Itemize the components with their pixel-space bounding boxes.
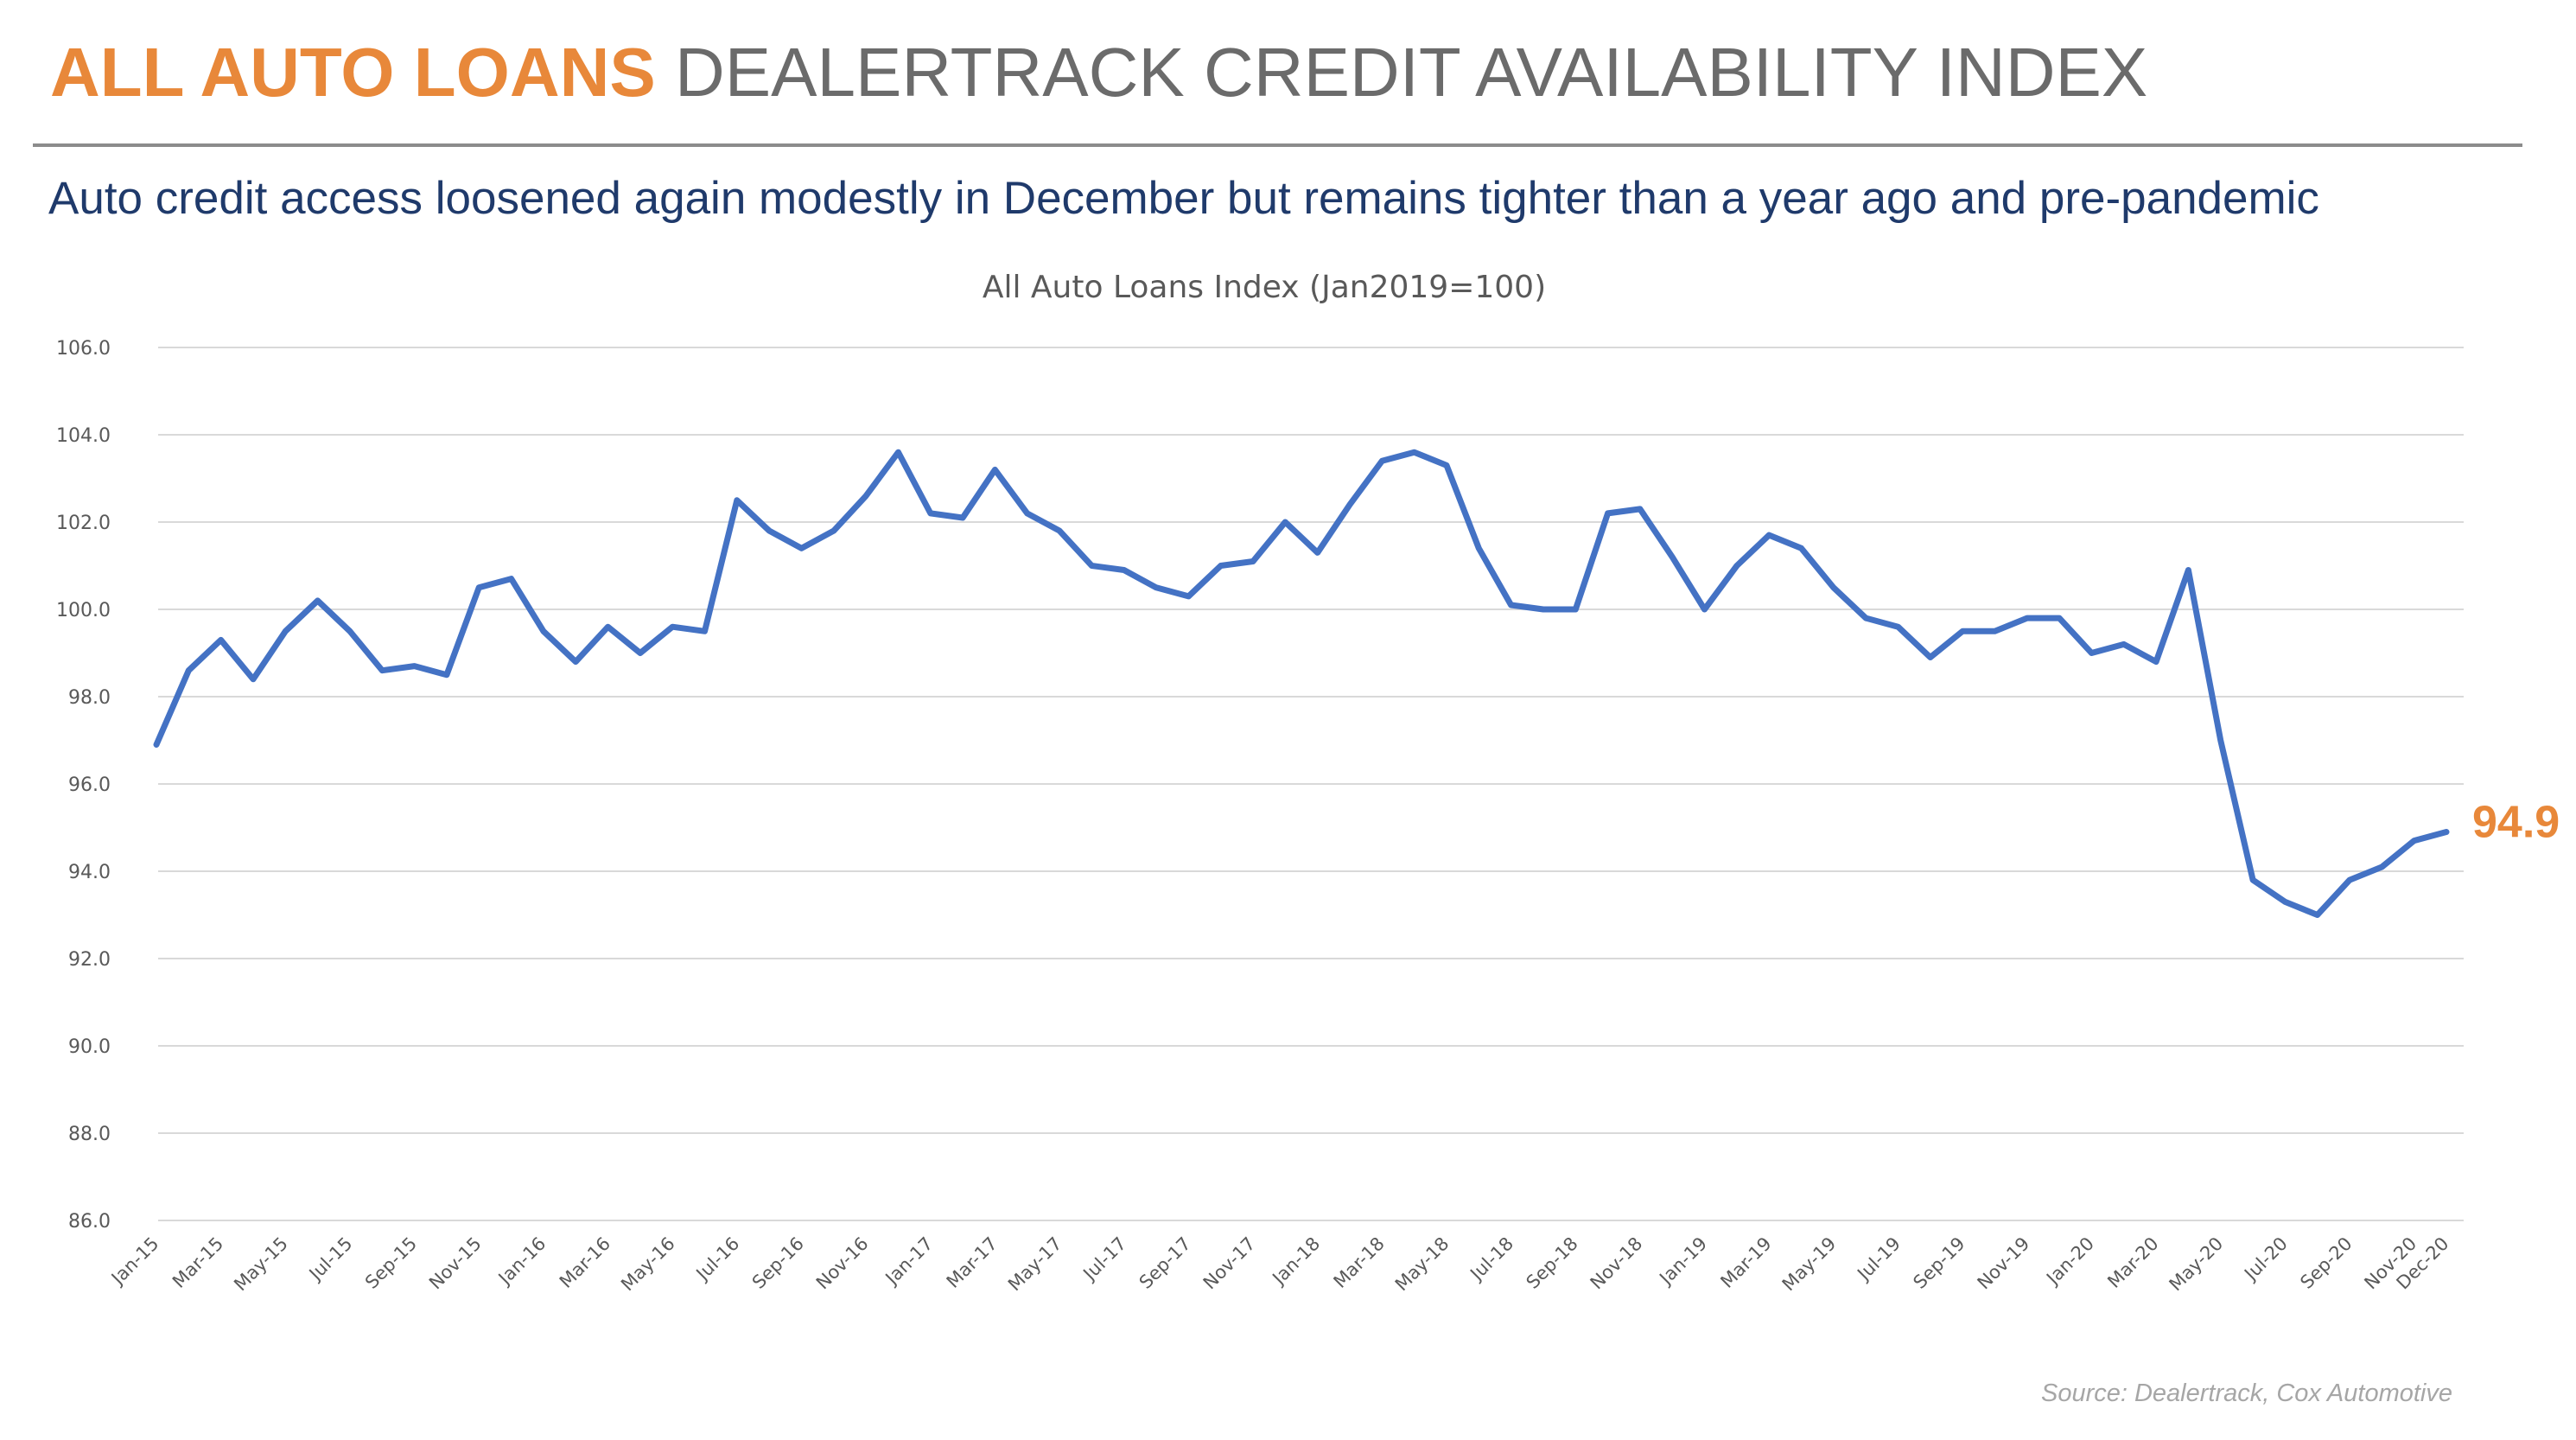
x-tick-label: Nov-15 bbox=[425, 1233, 486, 1294]
x-tick-label: Sep-17 bbox=[1135, 1233, 1195, 1293]
x-tick-label: Jul-15 bbox=[304, 1233, 357, 1286]
x-tick-label: Mar-15 bbox=[169, 1233, 227, 1292]
x-tick-label: May-16 bbox=[617, 1233, 679, 1296]
x-tick-label: Sep-19 bbox=[1909, 1233, 1969, 1293]
x-tick-label: Mar-19 bbox=[1716, 1233, 1775, 1292]
x-tick-label: Jul-18 bbox=[1466, 1233, 1518, 1286]
x-tick-label: Nov-18 bbox=[1587, 1233, 1647, 1294]
x-tick-label: May-20 bbox=[2166, 1233, 2228, 1296]
y-tick-label: 88.0 bbox=[68, 1124, 111, 1145]
x-tick-label: Jan-20 bbox=[2041, 1233, 2098, 1290]
x-tick-label: Mar-18 bbox=[1330, 1233, 1389, 1292]
y-tick-label: 106.0 bbox=[56, 338, 111, 360]
y-tick-label: 98.0 bbox=[68, 687, 111, 709]
x-tick-label: Nov-16 bbox=[812, 1233, 873, 1294]
y-tick-label: 94.0 bbox=[68, 862, 111, 883]
x-tick-label: Jul-19 bbox=[1852, 1233, 1905, 1286]
x-tick-label: Jul-17 bbox=[1078, 1233, 1131, 1286]
page-title: ALL AUTO LOANS DEALERTRACK CREDIT AVAILA… bbox=[50, 31, 2147, 114]
x-tick-label: May-18 bbox=[1391, 1233, 1453, 1296]
y-tick-label: 100.0 bbox=[56, 600, 111, 621]
x-tick-label: Mar-17 bbox=[943, 1233, 1002, 1292]
x-tick-label: Sep-18 bbox=[1523, 1233, 1582, 1293]
x-tick-label: Jul-20 bbox=[2239, 1233, 2292, 1286]
x-tick-label: Jul-16 bbox=[691, 1233, 744, 1286]
title-rest: DEALERTRACK CREDIT AVAILABILITY INDEX bbox=[674, 34, 2148, 111]
x-tick-label: Jan-19 bbox=[1655, 1233, 1712, 1290]
x-tick-label: Jan-15 bbox=[106, 1233, 163, 1290]
gridlines bbox=[158, 347, 2464, 1221]
y-tick-label: 86.0 bbox=[68, 1211, 111, 1233]
y-tick-label: 102.0 bbox=[56, 513, 111, 534]
x-tick-label: May-19 bbox=[1778, 1233, 1841, 1296]
x-tick-label: Nov-19 bbox=[1974, 1233, 2034, 1294]
y-tick-label: 90.0 bbox=[68, 1036, 111, 1058]
y-axis-ticks: 86.0 88.0 90.0 92.0 94.0 96.0 98.0 100.0 102.0 10… bbox=[56, 338, 111, 1233]
x-tick-label: Jan-18 bbox=[1268, 1233, 1325, 1290]
slide-subtitle: Auto credit access loosened again modest… bbox=[48, 173, 2319, 224]
x-tick-label: Jan-17 bbox=[881, 1233, 938, 1290]
series-line bbox=[153, 449, 2450, 918]
title-accent: ALL AUTO LOANS bbox=[50, 34, 656, 111]
x-tick-label: May-17 bbox=[1004, 1233, 1066, 1296]
x-tick-label: Nov-17 bbox=[1199, 1233, 1260, 1294]
y-tick-label: 96.0 bbox=[68, 774, 111, 796]
x-axis-ticks: Jan-15 Mar-15 May-15 Jul-15 Sep-15 Nov-15 Jan-… bbox=[106, 1233, 2453, 1296]
title-divider bbox=[33, 143, 2522, 147]
x-tick-label: Sep-20 bbox=[2296, 1233, 2356, 1293]
end-value-label: 94.9 bbox=[2472, 798, 2560, 848]
x-tick-label: Mar-16 bbox=[556, 1233, 614, 1292]
x-tick-label: Sep-15 bbox=[361, 1233, 421, 1293]
x-tick-label: Jan-16 bbox=[493, 1233, 550, 1290]
x-tick-label: Sep-16 bbox=[748, 1233, 808, 1293]
x-tick-label: May-15 bbox=[230, 1233, 292, 1296]
y-tick-label: 92.0 bbox=[68, 949, 111, 971]
chart-title: All Auto Loans Index (Jan2019=100) bbox=[983, 270, 1546, 305]
x-tick-label: Mar-20 bbox=[2103, 1233, 2162, 1292]
source-note: Source: Dealertrack, Cox Automotive bbox=[2040, 1379, 2452, 1407]
y-tick-label: 104.0 bbox=[56, 425, 111, 447]
